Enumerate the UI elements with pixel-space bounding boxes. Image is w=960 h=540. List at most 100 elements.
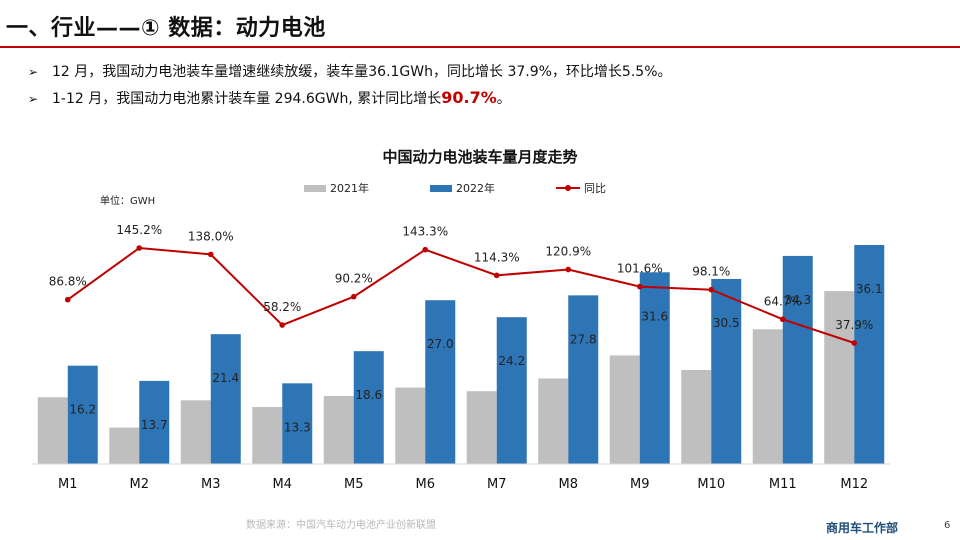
bar-2022-m5 bbox=[353, 351, 384, 464]
bar-2021-m6 bbox=[395, 387, 426, 464]
legend-label-yoy: 同比 bbox=[584, 182, 606, 195]
x-tick-m11: M11 bbox=[769, 477, 797, 492]
bar-label-2022-m3: 21.4 bbox=[212, 371, 239, 385]
bar-2022-m11 bbox=[782, 255, 813, 464]
yoy-label-m4: 58.2% bbox=[263, 300, 301, 314]
x-tick-m12: M12 bbox=[840, 477, 868, 492]
yoy-point-m4 bbox=[279, 322, 286, 328]
yoy-label-m12: 37.9% bbox=[835, 318, 873, 332]
yoy-point-m10 bbox=[708, 286, 715, 293]
bullet-arrow-icon: ➢ bbox=[28, 65, 39, 79]
bar-2022-m7 bbox=[496, 317, 527, 464]
bar-2022-m3 bbox=[210, 334, 241, 464]
x-tick-m4: M4 bbox=[273, 477, 293, 492]
title-divider bbox=[0, 46, 960, 48]
unit-label: 单位：GWH bbox=[100, 196, 156, 207]
legend-item-2021: 2021年 bbox=[304, 180, 369, 196]
chart-title: 中国动力电池装车量月度走势 bbox=[382, 148, 578, 166]
cumulative-growth-highlight: 90.7% bbox=[441, 88, 497, 107]
bar-2021-m1 bbox=[37, 397, 68, 464]
yoy-point-m5 bbox=[350, 293, 357, 300]
source-note: 数据来源：中国汽车动力电池产业创新联盟 bbox=[246, 520, 436, 531]
legend-swatch-2021 bbox=[304, 184, 326, 192]
bar-2021-m2 bbox=[109, 427, 140, 464]
yoy-point-m8 bbox=[565, 266, 572, 273]
bar-2021-m12 bbox=[824, 291, 855, 464]
yoy-point-m1 bbox=[64, 296, 71, 303]
yoy-point-m2 bbox=[136, 245, 143, 251]
bar-label-2022-m9: 31.6 bbox=[641, 309, 668, 323]
x-tick-m8: M8 bbox=[559, 477, 579, 492]
bar-2021-m4 bbox=[252, 406, 283, 464]
bar-label-2022-m6: 27.0 bbox=[427, 337, 454, 351]
bullet-text: 1-12 月，我国动力电池累计装车量 294.6GWh, 累计同比增长 bbox=[52, 91, 442, 107]
legend-item-yoy: 同比 bbox=[556, 180, 606, 196]
yoy-label-m6: 143.3% bbox=[402, 225, 448, 239]
yoy-point-m6 bbox=[422, 246, 429, 253]
bar-label-2022-m8: 27.8 bbox=[570, 332, 597, 346]
x-tick-m2: M2 bbox=[130, 477, 150, 492]
yoy-point-m11 bbox=[779, 316, 786, 323]
bar-2022-m4 bbox=[282, 383, 313, 464]
yoy-label-m10: 98.1% bbox=[692, 265, 730, 279]
legend-label-2022: 2022年 bbox=[456, 182, 495, 195]
bar-2021-m10 bbox=[681, 369, 712, 464]
x-tick-m1: M1 bbox=[58, 477, 78, 492]
bullet-item: ➢ 1-12 月，我国动力电池累计装车量 294.6GWh, 累计同比增长90.7… bbox=[28, 85, 672, 110]
x-tick-m9: M9 bbox=[630, 477, 650, 492]
bar-2022-m12 bbox=[854, 245, 885, 464]
bar-2021-m5 bbox=[323, 396, 354, 464]
legend-item-2022: 2022年 bbox=[430, 180, 495, 196]
bar-label-2022-m2: 13.7 bbox=[141, 418, 168, 432]
yoy-point-m7 bbox=[493, 272, 500, 279]
bar-label-2022-m7: 24.2 bbox=[498, 354, 525, 368]
bar-label-2022-m1: 16.2 bbox=[69, 403, 96, 417]
bar-2022-m10 bbox=[711, 278, 742, 464]
x-tick-m3: M3 bbox=[201, 477, 221, 492]
page-number: 6 bbox=[944, 520, 951, 531]
bar-label-2022-m11: 34.3 bbox=[784, 293, 811, 307]
yoy-label-m8: 120.9% bbox=[545, 245, 591, 259]
bar-2022-m6 bbox=[425, 300, 456, 464]
bar-2021-m11 bbox=[752, 329, 783, 464]
x-tick-m6: M6 bbox=[416, 477, 436, 492]
bar-2022-m9 bbox=[639, 272, 670, 464]
bar-label-2022-m12: 36.1 bbox=[856, 282, 883, 296]
x-tick-m5: M5 bbox=[344, 477, 364, 492]
bar-2021-m9 bbox=[609, 355, 640, 464]
bullet-arrow-icon: ➢ bbox=[28, 92, 39, 106]
x-tick-m7: M7 bbox=[487, 477, 507, 492]
chart-legend: 2021年 2022年 同比 bbox=[0, 180, 960, 196]
bullet-item: ➢ 12 月，我国动力电池装车量增速继续放缓，装车量36.1GWh，同比增长 37… bbox=[28, 60, 672, 85]
yoy-label-m7: 114.3% bbox=[474, 250, 520, 264]
yoy-point-m12 bbox=[851, 340, 858, 346]
bar-label-2022-m10: 30.5 bbox=[713, 316, 740, 330]
bar-label-2022-m4: 13.3 bbox=[284, 420, 311, 434]
summary-bullets: ➢ 12 月，我国动力电池装车量增速继续放缓，装车量36.1GWh，同比增长 37… bbox=[28, 60, 672, 110]
yoy-label-m2: 145.2% bbox=[116, 223, 162, 237]
yoy-point-m9 bbox=[636, 283, 643, 290]
bar-label-2022-m5: 18.6 bbox=[355, 388, 382, 402]
bar-2022-m1 bbox=[67, 365, 98, 464]
yoy-label-m5: 90.2% bbox=[335, 272, 373, 286]
department-name: 商用车工作部 bbox=[826, 521, 899, 535]
bullet-text: 12 月，我国动力电池装车量增速继续放缓，装车量36.1GWh，同比增长 37.… bbox=[52, 64, 672, 80]
bullet-suffix: 。 bbox=[496, 91, 511, 107]
bar-2021-m7 bbox=[466, 391, 497, 464]
legend-swatch-2022 bbox=[430, 184, 452, 192]
yoy-label-m11: 64.7% bbox=[764, 294, 802, 308]
yoy-point-m3 bbox=[207, 251, 214, 258]
bar-2022-m8 bbox=[568, 295, 599, 464]
legend-line-marker-icon bbox=[556, 185, 580, 191]
legend-label-2021: 2021年 bbox=[330, 182, 369, 195]
page-title: 一、行业——① 数据：动力电池 bbox=[6, 16, 326, 41]
yoy-label-m3: 138.0% bbox=[188, 229, 234, 243]
yoy-line bbox=[67, 246, 855, 344]
yoy-label-m1: 86.8% bbox=[49, 275, 87, 289]
bar-2021-m8 bbox=[538, 378, 569, 464]
x-tick-m10: M10 bbox=[697, 477, 725, 492]
bar-2021-m3 bbox=[180, 400, 211, 464]
bar-2022-m2 bbox=[139, 380, 170, 464]
yoy-label-m9: 101.6% bbox=[617, 262, 663, 276]
